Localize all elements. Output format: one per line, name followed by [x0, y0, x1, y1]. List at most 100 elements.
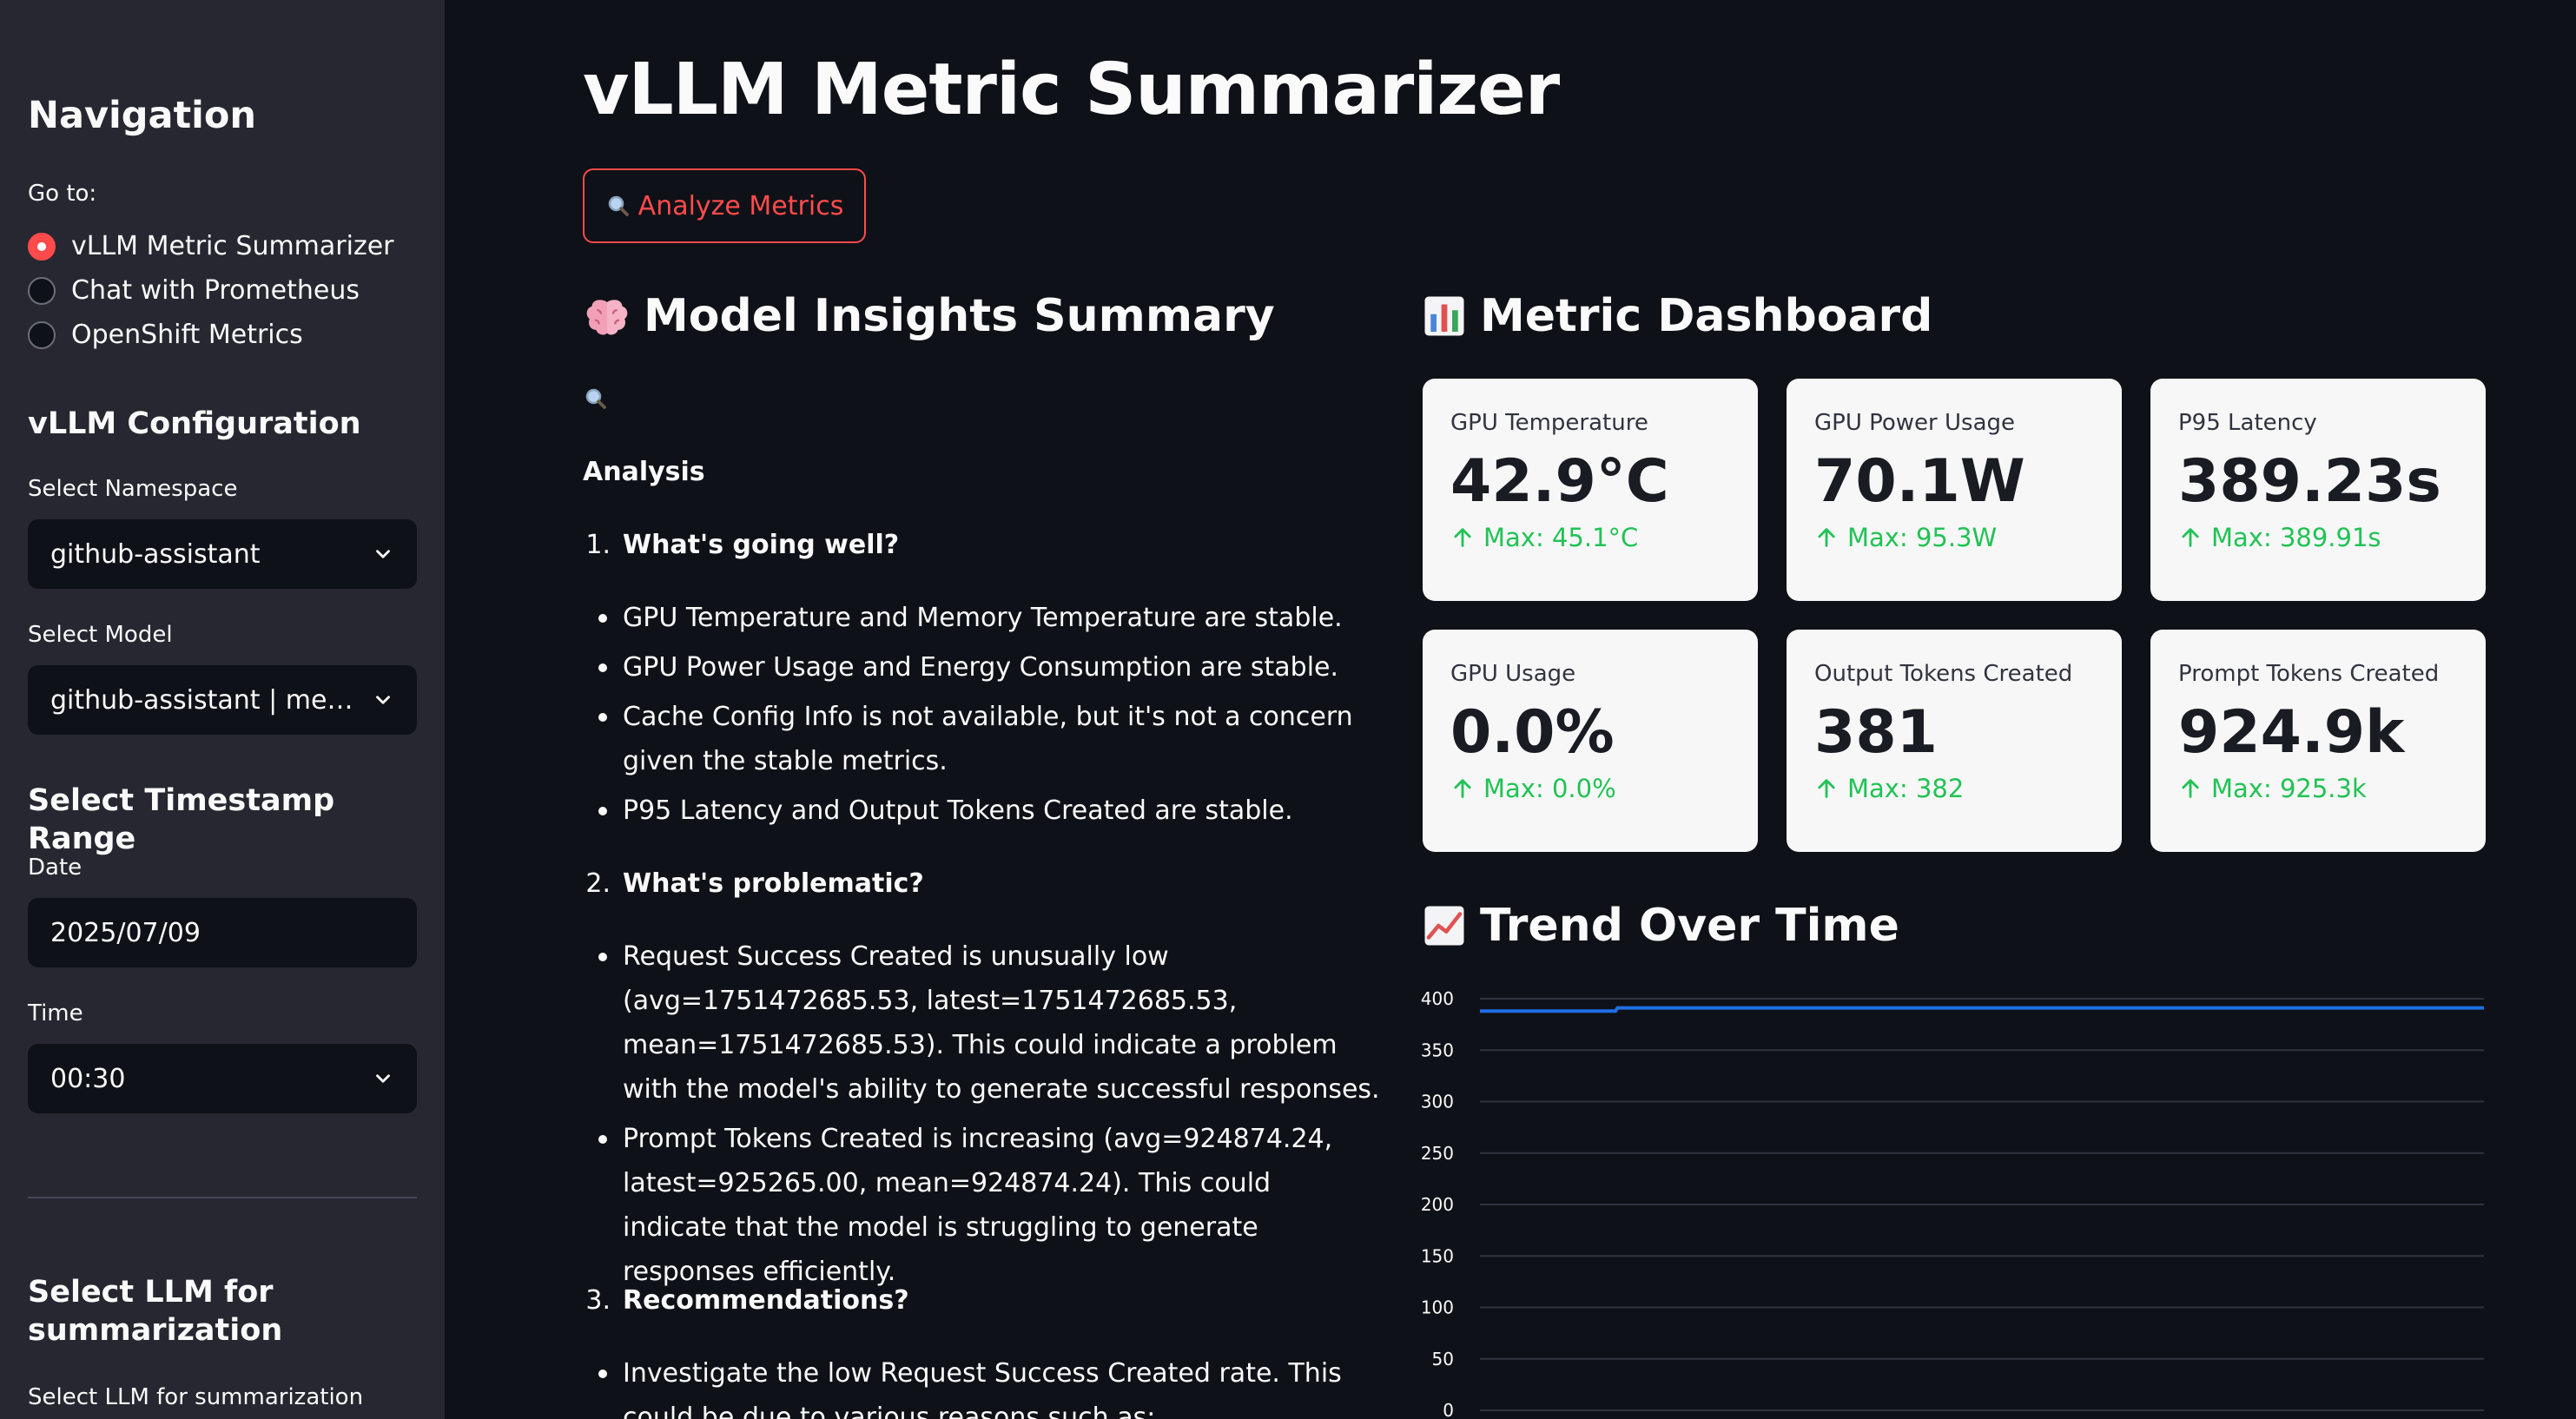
line-chart-icon: [1424, 906, 1464, 946]
date-input[interactable]: 2025/07/09: [28, 898, 417, 967]
metric-delta-text: Max: 925.3k: [2211, 774, 2367, 803]
series-line: [1480, 1006, 2484, 1013]
metric-value: 42.9°C: [1450, 447, 1669, 516]
arrow-up-icon: [2182, 528, 2199, 547]
metric-delta: Max: 925.3k: [2178, 774, 2458, 803]
metric-label: GPU Usage: [1450, 661, 1576, 687]
y-tick-label: 0: [1443, 1400, 1454, 1419]
bullet-text: GPU Power Usage and Energy Consumption a…: [623, 652, 1339, 683]
trend-chart: 0 50 100 150 200 250 300 350 400: [1421, 988, 2484, 1419]
list-item: P95 Latency and Output Tokens Created ar…: [583, 789, 1382, 833]
nav-option-chat[interactable]: Chat with Prometheus: [28, 275, 360, 306]
model-label: Select Model: [28, 622, 173, 648]
metric-label: Output Tokens Created: [1814, 661, 2073, 687]
metric-label: GPU Temperature: [1450, 410, 1648, 436]
metric-card-output-tokens: Output Tokens Created 381 Max: 382: [1787, 630, 2122, 852]
config-title: vLLM Configuration: [28, 406, 361, 441]
list-item: GPU Power Usage and Energy Consumption a…: [583, 645, 1382, 690]
time-label: Time: [28, 1000, 83, 1026]
metric-card-p95-latency: P95 Latency 389.23s Max: 389.91s: [2150, 379, 2486, 601]
metric-value: 389.23s: [2178, 447, 2441, 516]
nav-option-label: vLLM Metric Summarizer: [71, 231, 394, 261]
list-heading: What's going well?: [623, 530, 900, 560]
analyze-metrics-button[interactable]: Analyze Metrics: [583, 168, 866, 243]
nav-option-summarizer[interactable]: vLLM Metric Summarizer: [28, 231, 394, 261]
list-number: 2.: [585, 868, 611, 899]
date-label: Date: [28, 855, 83, 881]
list-item: Prompt Tokens Created is increasing (avg…: [583, 1117, 1382, 1294]
metric-delta: Max: 389.91s: [2178, 523, 2458, 552]
radio-icon[interactable]: [28, 320, 56, 349]
llm-title: Select LLM for summarization: [28, 1275, 283, 1348]
metric-label: P95 Latency: [2178, 410, 2317, 436]
list-item: Cache Config Info is not available, but …: [583, 695, 1382, 783]
metric-delta: Max: 382: [1814, 774, 2094, 803]
arrow-up-icon: [2182, 779, 2199, 798]
list-item: Request Success Created is unusually low…: [583, 934, 1382, 1112]
metric-delta-text: Max: 45.1°C: [1483, 523, 1639, 552]
metric-delta-text: Max: 95.3W: [1847, 523, 1998, 552]
arrow-up-icon: [1818, 779, 1835, 798]
y-tick-label: 250: [1421, 1143, 1454, 1164]
goto-label: Go to:: [28, 181, 97, 207]
metric-delta-text: Max: 389.91s: [2211, 523, 2381, 552]
time-value: 00:30: [50, 1063, 126, 1094]
arrow-up-icon: [1454, 779, 1471, 798]
metric-card-gpu-usage: GPU Usage 0.0% Max: 0.0%: [1423, 630, 1758, 852]
chevron-down-icon: [376, 1074, 390, 1083]
magnifier-icon: [585, 388, 606, 409]
insights-title-text: Model Insights Summary: [644, 290, 1275, 342]
model-select[interactable]: github-assistant | met…: [28, 665, 417, 735]
bullet-text: Prompt Tokens Created is increasing (avg…: [623, 1124, 1333, 1287]
model-value: github-assistant | met…: [50, 684, 354, 716]
metric-card-gpu-power: GPU Power Usage 70.1W Max: 95.3W: [1787, 379, 2122, 601]
y-tick-label: 350: [1421, 1040, 1454, 1060]
metric-value: 70.1W: [1814, 447, 2025, 516]
nav-option-label: Chat with Prometheus: [71, 275, 360, 306]
radio-icon[interactable]: [28, 276, 56, 305]
metric-delta-text: Max: 382: [1847, 774, 1965, 803]
metric-value: 381: [1814, 698, 1938, 767]
chevron-down-icon: [376, 696, 390, 704]
bullet-text: GPU Temperature and Memory Temperature a…: [623, 603, 1343, 633]
y-tick-label: 200: [1421, 1194, 1454, 1215]
numbered-heading: 1. What's going well?: [583, 523, 899, 567]
metric-label: GPU Power Usage: [1814, 410, 2016, 436]
list-number: 1.: [585, 530, 611, 560]
metric-delta: Max: 95.3W: [1814, 523, 2094, 552]
y-tick-label: 150: [1421, 1245, 1454, 1266]
date-value: 2025/07/09: [50, 917, 201, 948]
sidebar-divider: [28, 1197, 417, 1198]
arrow-up-icon: [1818, 528, 1835, 547]
insights-title: Model Insights Summary: [583, 290, 1275, 342]
metric-value: 0.0%: [1450, 698, 1615, 767]
page-title: vLLM Metric Summarizer: [583, 49, 1560, 131]
trend-title-text: Trend Over Time: [1480, 900, 1899, 952]
bullet-text: Cache Config Info is not available, but …: [623, 702, 1353, 776]
metric-delta: Max: 45.1°C: [1450, 523, 1730, 552]
y-tick-label: 300: [1421, 1092, 1454, 1112]
timestamp-title: Select Timestamp Range: [28, 783, 335, 856]
bar-chart-icon: [1424, 296, 1464, 336]
namespace-select[interactable]: github-assistant: [28, 519, 417, 589]
dashboard-title-text: Metric Dashboard: [1480, 290, 1933, 342]
metric-delta: Max: 0.0%: [1450, 774, 1730, 803]
time-select[interactable]: 00:30: [28, 1044, 417, 1113]
nav-title: Navigation: [28, 94, 257, 137]
analysis-heading: Analysis: [583, 457, 705, 487]
nav-option-openshift[interactable]: OpenShift Metrics: [28, 320, 303, 350]
bullet-text: Request Success Created is unusually low…: [623, 941, 1380, 1105]
analyze-button-label: Analyze Metrics: [637, 190, 844, 221]
sidebar: Navigation Go to: vLLM Metric Summarizer…: [0, 0, 445, 1419]
y-tick-label: 50: [1432, 1349, 1454, 1370]
radio-selected-icon[interactable]: [28, 232, 56, 261]
namespace-value: github-assistant: [50, 538, 261, 570]
metric-card-gpu-temperature: GPU Temperature 42.9°C Max: 45.1°C: [1423, 379, 1758, 601]
magnifier-icon: [608, 195, 629, 216]
bullet-text: Investigate the low Request Success Crea…: [623, 1358, 1342, 1419]
namespace-label: Select Namespace: [28, 476, 238, 502]
metric-card-prompt-tokens: Prompt Tokens Created 924.9k Max: 925.3k: [2150, 630, 2486, 852]
list-item: GPU Temperature and Memory Temperature a…: [583, 596, 1382, 640]
list-heading: Recommendations?: [623, 1285, 909, 1316]
